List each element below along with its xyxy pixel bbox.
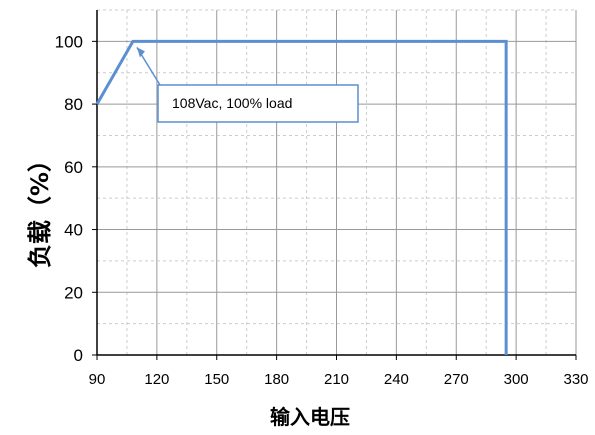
y-axis-label: 负载（%）: [26, 148, 54, 268]
callout-box: [157, 84, 359, 123]
annotation-layer: 108Vac, 100% load: [136, 46, 359, 123]
grid-layer: [97, 9, 577, 355]
x-tick-label: 150: [204, 371, 229, 388]
callout-label: 108Vac, 100% load: [172, 95, 292, 111]
series-layer: [95, 39, 508, 356]
y-tick-label: 40: [64, 221, 83, 240]
y-tick-label: 100: [55, 32, 83, 51]
x-tick-label: 210: [324, 371, 349, 388]
x-tick-label: 330: [563, 371, 588, 388]
y-tick-label: 60: [64, 158, 83, 177]
callout-arrowhead: [136, 47, 145, 58]
y-tick-label: 0: [74, 346, 83, 365]
x-tick-label: 180: [264, 371, 289, 388]
y-tick-label: 80: [64, 95, 83, 114]
series-line: [95, 39, 508, 355]
tick-layer: 0 20 40 60 80 100 90 120 150 180 210 240 270 300 330: [55, 32, 589, 388]
y-tick-label: 20: [64, 283, 83, 302]
x-tick-label: 300: [504, 371, 529, 388]
x-tick-label: 270: [444, 371, 469, 388]
x-tick-label: 240: [384, 371, 409, 388]
x-axis-label: 输入电压: [270, 405, 350, 429]
x-tick-label: 90: [89, 371, 106, 388]
x-tick-label: 120: [144, 371, 169, 388]
